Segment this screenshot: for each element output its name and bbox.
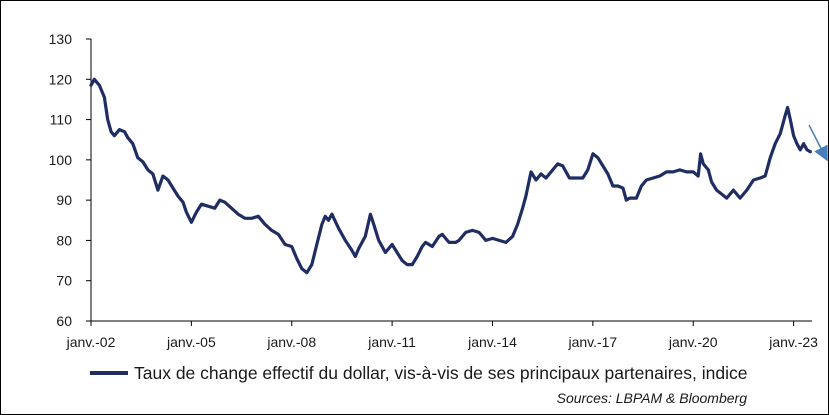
x-tick-label: janv.-23 — [768, 334, 818, 350]
x-tick-label: janv.-20 — [668, 334, 718, 350]
x-tick-label: janv.-02 — [66, 334, 116, 350]
y-tick-label: 110 — [50, 112, 73, 128]
x-tick-label: janv.-05 — [166, 334, 216, 350]
y-tick-label: 100 — [49, 152, 73, 168]
source-note: Sources: LBPAM & Bloomberg — [556, 390, 747, 406]
legend-swatch — [90, 371, 128, 375]
trend-arrow-icon — [808, 124, 828, 162]
x-tick-label: janv.-11 — [367, 334, 416, 350]
y-tick-label: 130 — [49, 31, 73, 47]
x-tick-label: janv.-08 — [266, 334, 316, 350]
x-tick-label: janv.-17 — [567, 334, 617, 350]
y-tick-label: 90 — [56, 192, 72, 208]
legend: Taux de change effectif du dollar, vis-à… — [90, 362, 748, 384]
y-tick-label: 120 — [49, 71, 73, 87]
y-tick-label: 70 — [56, 273, 72, 289]
x-tick-label: janv.-14 — [467, 334, 517, 350]
series-layer — [89, 77, 812, 275]
y-tick-label: 60 — [56, 313, 72, 329]
legend-label: Taux de change effectif du dollar, vis-à… — [134, 362, 748, 383]
y-tick-label: 80 — [56, 232, 72, 248]
x-axis: janv.-02 janv.-05 janv.-08 janv.-11 janv.-14… — [66, 320, 818, 350]
series-line — [89, 77, 812, 275]
y-axis: 60 70 80 90 100 110 120 130 — [49, 31, 92, 329]
